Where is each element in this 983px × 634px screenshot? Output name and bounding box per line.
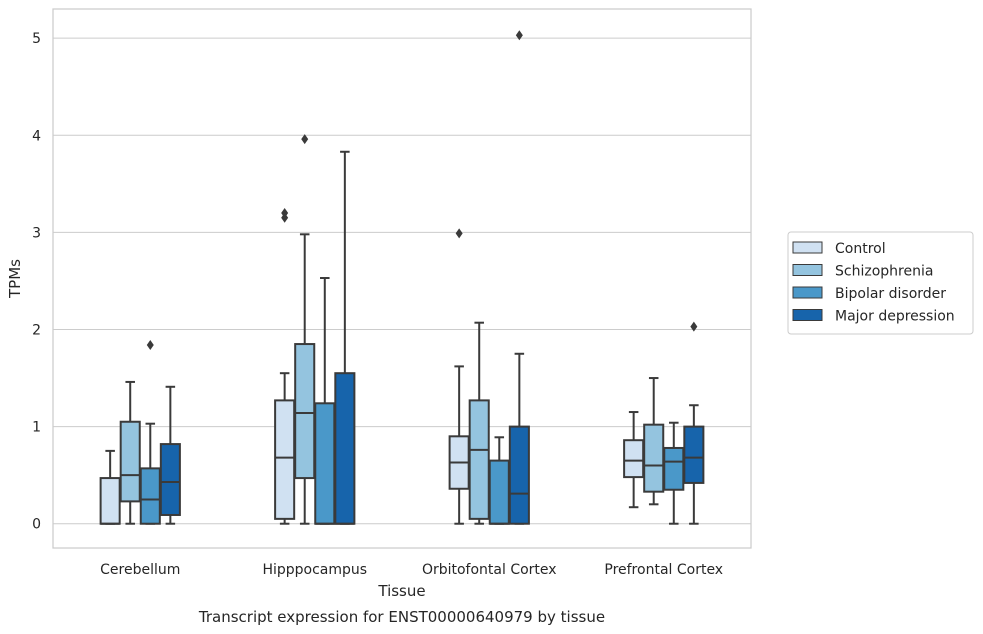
box-iqr: [488, 459, 510, 525]
y-tick-label: 4: [32, 128, 41, 144]
box-iqr: [683, 425, 705, 484]
box-groups: [99, 30, 705, 525]
y-tick-label: 1: [32, 420, 41, 436]
outlier-point: [146, 340, 154, 351]
legend-label: Bipolar disorder: [835, 286, 946, 302]
legend-label: Control: [835, 241, 886, 257]
x-tick-label: Orbitofontal Cortex: [422, 562, 557, 578]
box-major-depression: [508, 30, 530, 525]
legend-swatch: [792, 241, 823, 254]
box-major-depression: [683, 321, 705, 525]
legend-item: Major depression: [792, 309, 955, 325]
box-iqr: [314, 402, 336, 525]
y-axis-ticks: 0 1 2 3 4 5: [32, 31, 41, 533]
y-tick-label: 3: [32, 225, 41, 241]
box-iqr: [468, 399, 490, 520]
grid-lines: [53, 37, 751, 525]
box-control: [274, 207, 296, 525]
box-iqr: [294, 343, 316, 480]
legend-swatch: [792, 309, 823, 321]
outlier-point: [301, 134, 309, 145]
box-iqr: [508, 425, 530, 525]
legend-label: Schizophrenia: [835, 264, 933, 280]
x-tick-label: Prefrontal Cortex: [604, 562, 723, 578]
box-schizophrenia: [294, 134, 316, 525]
box-iqr: [643, 423, 665, 493]
box-bipolar-disorder: [663, 421, 685, 525]
y-tick-label: 5: [32, 31, 41, 47]
legend-label: Major depression: [835, 309, 955, 325]
box-iqr: [274, 399, 296, 520]
box-iqr: [663, 446, 685, 491]
y-tick-label: 2: [32, 322, 41, 338]
x-axis-ticks: Cerebellum Hipppocampus Orbitofontal Corte…: [100, 562, 723, 578]
box-major-depression: [159, 385, 181, 525]
legend-item: Bipolar disorder: [792, 286, 946, 302]
legend-swatch: [792, 264, 823, 276]
y-axis-label: TPMs: [6, 259, 24, 299]
outlier-point: [515, 30, 523, 41]
box-major-depression: [334, 150, 356, 525]
x-tick-label: Cerebellum: [100, 562, 180, 578]
box-iqr: [99, 477, 121, 525]
outlier-point: [455, 228, 463, 239]
outlier-point: [690, 321, 698, 332]
chart-caption: Transcript expression for ENST0000064097…: [198, 608, 605, 626]
box-iqr: [159, 443, 181, 516]
box-schizophrenia: [119, 380, 141, 525]
box-iqr: [139, 467, 161, 525]
box-iqr: [334, 372, 356, 525]
box-iqr: [119, 420, 141, 503]
y-tick-label: 0: [32, 517, 41, 533]
box-bipolar-disorder: [314, 277, 336, 525]
legend-frame: [787, 231, 974, 335]
legend-item: Control: [792, 241, 886, 257]
box-bipolar-disorder: [488, 436, 510, 525]
box-control: [448, 228, 470, 525]
outlier-point: [281, 207, 289, 218]
x-tick-label: Hipppocampus: [262, 562, 367, 578]
legend-swatch: [792, 286, 823, 299]
legend: Control Schizophrenia Bipolar disorder Majo…: [787, 231, 974, 335]
x-axis-label: Tissue: [377, 582, 425, 600]
box-iqr: [623, 439, 645, 479]
box-schizophrenia: [643, 377, 665, 506]
box-bipolar-disorder: [139, 340, 161, 525]
legend-item: Schizophrenia: [792, 264, 933, 280]
box-schizophrenia: [468, 321, 490, 525]
box-control: [623, 411, 645, 509]
box-control: [99, 449, 121, 525]
plot-frame: [52, 8, 752, 549]
